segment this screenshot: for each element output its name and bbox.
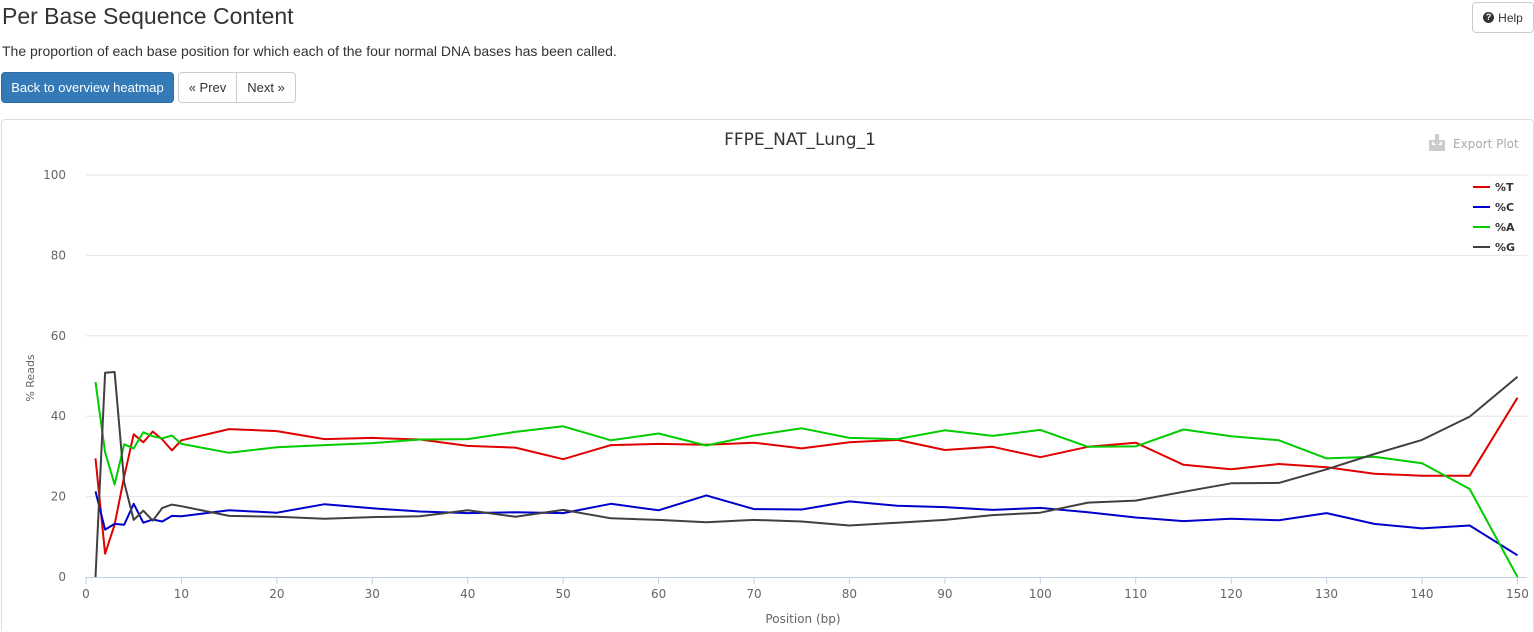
x-tick-label: 80 — [842, 587, 857, 601]
x-tick-label: 100 — [1029, 587, 1052, 601]
prev-next-button-group: « Prev Next » — [178, 72, 296, 103]
legend-label: %C — [1495, 201, 1514, 214]
x-axis: 0 10 20 30 40 50 60 70 80 90 100 110 120 130 140 150 — [82, 577, 1529, 601]
y-tick-label: 80 — [51, 248, 66, 262]
x-axis-label: Position (bp) — [765, 612, 840, 626]
question-circle-icon: ? — [1483, 12, 1495, 23]
y-axis: 0 20 40 60 80 100 — [43, 168, 66, 584]
x-tick-label: 0 — [82, 587, 90, 601]
grid-lines — [86, 174, 1527, 498]
series-line-pct-g — [94, 371, 1519, 578]
help-button[interactable]: ? Help — [1472, 2, 1534, 33]
x-tick-label: 130 — [1315, 587, 1338, 601]
x-tick-label: 110 — [1124, 587, 1147, 601]
x-tick-label: 140 — [1411, 587, 1434, 601]
y-axis-label: % Reads — [24, 354, 37, 402]
series-line-pct-t — [94, 397, 1519, 555]
series-lines — [94, 371, 1519, 578]
legend-label: %A — [1495, 221, 1515, 234]
x-tick-label: 60 — [651, 587, 666, 601]
series-line-pct-c — [94, 491, 1519, 557]
export-plot-label: Export Plot — [1453, 137, 1519, 151]
chart-legend: %T %C %A %G — [1473, 181, 1515, 254]
series-line-pct-a — [94, 381, 1519, 578]
x-tick-label: 150 — [1506, 587, 1529, 601]
export-plot-button[interactable]: Export Plot — [1429, 134, 1519, 151]
x-tick-label: 20 — [269, 587, 284, 601]
line-chart: 0 10 20 30 40 50 60 70 80 90 100 110 120 130 140 150 0 2… — [24, 130, 1529, 626]
legend-label: %G — [1495, 241, 1515, 254]
plot-panel: 0 10 20 30 40 50 60 70 80 90 100 110 120 130 140 150 0 2… — [1, 119, 1534, 631]
y-tick-label: 20 — [51, 490, 66, 504]
y-tick-label: 100 — [43, 168, 66, 182]
back-to-overview-heatmap-button[interactable]: Back to overview heatmap — [1, 72, 174, 103]
x-tick-label: 40 — [460, 587, 475, 601]
chart-title: FFPE_NAT_Lung_1 — [724, 130, 876, 150]
x-tick-label: 10 — [174, 587, 189, 601]
page-title: Per Base Sequence Content — [2, 3, 294, 29]
x-tick-label: 50 — [556, 587, 571, 601]
x-tick-label: 70 — [746, 587, 761, 601]
help-label: Help — [1498, 10, 1523, 25]
x-tick-label: 90 — [937, 587, 952, 601]
x-tick-label: 30 — [365, 587, 380, 601]
y-tick-label: 0 — [58, 570, 66, 584]
y-tick-label: 60 — [51, 329, 66, 343]
x-tick-label: 120 — [1220, 587, 1243, 601]
download-icon — [1429, 134, 1445, 151]
prev-button[interactable]: « Prev — [178, 72, 237, 103]
legend-label: %T — [1495, 181, 1514, 194]
y-tick-label: 40 — [51, 409, 66, 423]
next-button[interactable]: Next » — [236, 72, 296, 103]
page-description: The proportion of each base position for… — [2, 43, 617, 59]
